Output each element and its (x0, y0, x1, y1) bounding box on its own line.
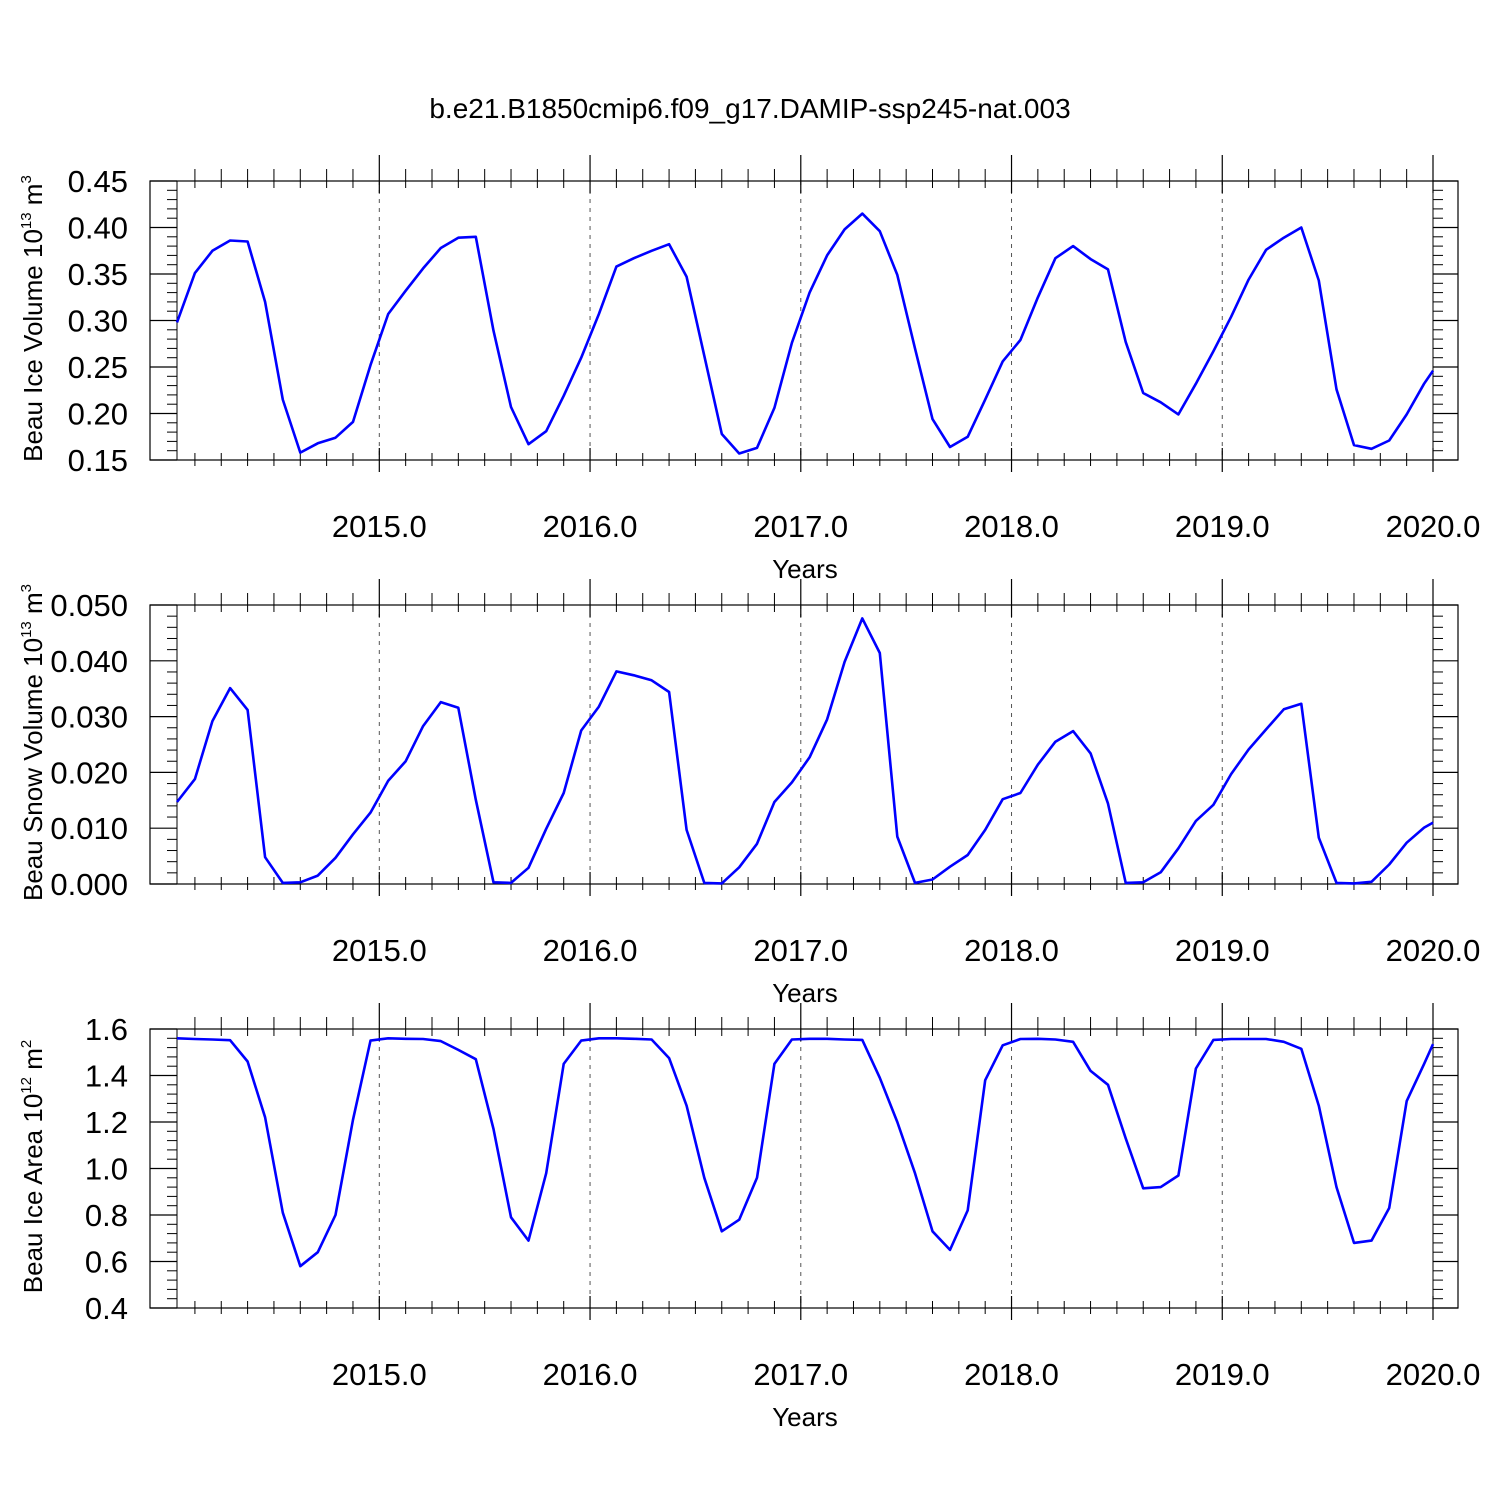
x-tick-label: 2016.0 (543, 509, 638, 544)
y-axis-label: Beau Snow Volume 1013 m3 (18, 584, 48, 901)
figure-title: b.e21.B1850cmip6.f09_g17.DAMIP-ssp245-na… (429, 93, 1070, 124)
y-tick-label: 0.40 (68, 211, 128, 246)
y-tick-label: 0.040 (50, 644, 128, 679)
x-tick-label: 2019.0 (1175, 509, 1270, 544)
x-tick-label: 2018.0 (964, 509, 1059, 544)
plot-frame (149, 604, 1459, 885)
chart-panel-1: 2015.0 2016.0 2017.0 2018.0 2019.0 2020.0 Year… (18, 155, 1480, 584)
series-line (175, 212, 1435, 455)
y-tick-label: 0.8 (85, 1198, 128, 1233)
y-axis-label-exp: 13 (18, 212, 35, 229)
y-tick-label: 0.30 (68, 304, 128, 339)
x-axis-label: Years (772, 1402, 838, 1432)
y-axis-label-unit-exp: 3 (18, 175, 35, 183)
x-tick-label: 2015.0 (332, 933, 427, 968)
y-tick-label: 1.4 (85, 1059, 128, 1094)
series-line (175, 617, 1434, 885)
series-line (176, 1037, 1435, 1268)
y-tick-label: 0.15 (68, 443, 128, 478)
y-axis-label-text: Beau Ice Volume 10 (18, 229, 48, 462)
x-tick-label: 2015.0 (332, 509, 427, 544)
x-tick-label: 2016.0 (543, 933, 638, 968)
chart-panel-2: 2015.0 2016.0 2017.0 2018.0 2019.0 2020.0 Year… (18, 579, 1480, 1008)
y-tick-label: 0.6 (85, 1245, 128, 1280)
x-tick-label: 2017.0 (753, 509, 848, 544)
y-tick-label: 0.010 (50, 811, 128, 846)
x-axis-label: Years (772, 978, 838, 1008)
x-tick-label: 2018.0 (964, 933, 1059, 968)
y-tick-label: 0.000 (50, 867, 128, 902)
x-tick-label: 2015.0 (332, 1357, 427, 1392)
y-tick-label: 0.35 (68, 257, 128, 292)
x-tick-label: 2019.0 (1175, 1357, 1270, 1392)
y-tick-label: 0.20 (68, 397, 128, 432)
y-axis-label-unit-exp: 3 (18, 584, 35, 592)
x-tick-label: 2016.0 (543, 1357, 638, 1392)
y-axis-label-unit: m (18, 1048, 48, 1077)
x-axis-label: Years (772, 554, 838, 584)
y-axis-label-unit: m (18, 592, 48, 621)
y-tick-label: 1.6 (85, 1012, 128, 1047)
x-tick-label: 2020.0 (1386, 1357, 1481, 1392)
plot-frame (149, 1028, 1459, 1309)
y-axis-label-exp: 12 (18, 1077, 35, 1094)
y-axis-label-unit: m (18, 184, 48, 213)
y-tick-label: 0.25 (68, 350, 128, 385)
y-tick-label: 0.020 (50, 755, 128, 790)
y-axis-label-text: Beau Snow Volume 10 (18, 638, 48, 901)
y-tick-label: 0.4 (85, 1291, 128, 1326)
y-tick-label: 1.2 (85, 1105, 128, 1140)
y-axis-label-text: Beau Ice Area 10 (18, 1094, 48, 1293)
x-tick-label: 2017.0 (753, 933, 848, 968)
chart-panel-3: 2015.0 2016.0 2017.0 2018.0 2019.0 2020.0 Year… (18, 1003, 1480, 1432)
y-tick-label: 1.0 (85, 1152, 128, 1187)
x-tick-label: 2019.0 (1175, 933, 1270, 968)
y-axis-label: Beau Ice Volume 1013 m3 (18, 175, 48, 462)
y-tick-label: 0.45 (68, 164, 128, 199)
y-tick-label: 0.050 (50, 588, 128, 623)
y-axis-label-unit-exp: 2 (18, 1040, 35, 1048)
y-tick-label: 0.030 (50, 700, 128, 735)
x-tick-label: 2020.0 (1386, 933, 1481, 968)
x-tick-label: 2017.0 (753, 1357, 848, 1392)
plot-frame (149, 180, 1459, 461)
x-tick-label: 2020.0 (1386, 509, 1481, 544)
x-tick-label: 2018.0 (964, 1357, 1059, 1392)
y-axis-label-exp: 13 (18, 621, 35, 638)
y-axis-label: Beau Ice Area 1012 m2 (18, 1040, 48, 1293)
